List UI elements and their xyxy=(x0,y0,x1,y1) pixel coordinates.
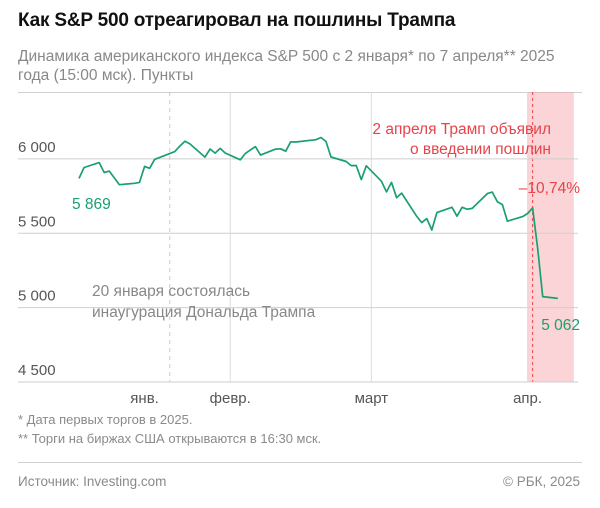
x-tick-label: февр. xyxy=(210,390,251,407)
percent-change-label: –10,74% xyxy=(519,180,580,197)
x-tick-label: янв. xyxy=(130,390,159,407)
source-label: Источник: Investing.com xyxy=(18,474,167,489)
header-divider xyxy=(18,92,582,93)
sp500-series-line xyxy=(78,136,558,300)
footnote-first-trading-day: * Дата первых торгов в 2025. xyxy=(18,412,193,427)
x-tick-label: апр. xyxy=(513,390,542,407)
tariff-annotation-line2: о введении пошлин xyxy=(410,141,551,158)
chart-title: Как S&P 500 отреагировал на пошлины Трам… xyxy=(18,10,456,31)
y-tick-label: 5 000 xyxy=(18,288,56,305)
start-value-label: 5 869 xyxy=(72,196,111,213)
tariff-annotation-line1: 2 апреля Трамп объявил xyxy=(372,121,551,138)
copyright-label: © РБК, 2025 xyxy=(503,474,580,489)
x-tick-label: март xyxy=(355,390,389,407)
end-value-label: 5 062 xyxy=(541,317,580,334)
sp500-line-chart: 4 500 5 000 5 500 6 000 янв. февр. март апр. 2 … xyxy=(18,92,580,407)
inauguration-annotation-line2: инаугурация Дональда Трампа xyxy=(92,304,316,321)
y-tick-label: 5 500 xyxy=(18,213,56,230)
footer-divider xyxy=(18,462,582,463)
y-tick-label: 6 000 xyxy=(18,139,56,156)
tariff-period-highlight xyxy=(527,92,574,382)
y-tick-label: 4 500 xyxy=(18,362,56,379)
inauguration-annotation-line1: 20 января состоялась xyxy=(92,283,250,300)
chart-subtitle: Динамика американского индекса S&P 500 с… xyxy=(18,48,555,84)
footnote-us-trading-hours: ** Торги на биржах США открываются в 16:… xyxy=(18,431,322,446)
